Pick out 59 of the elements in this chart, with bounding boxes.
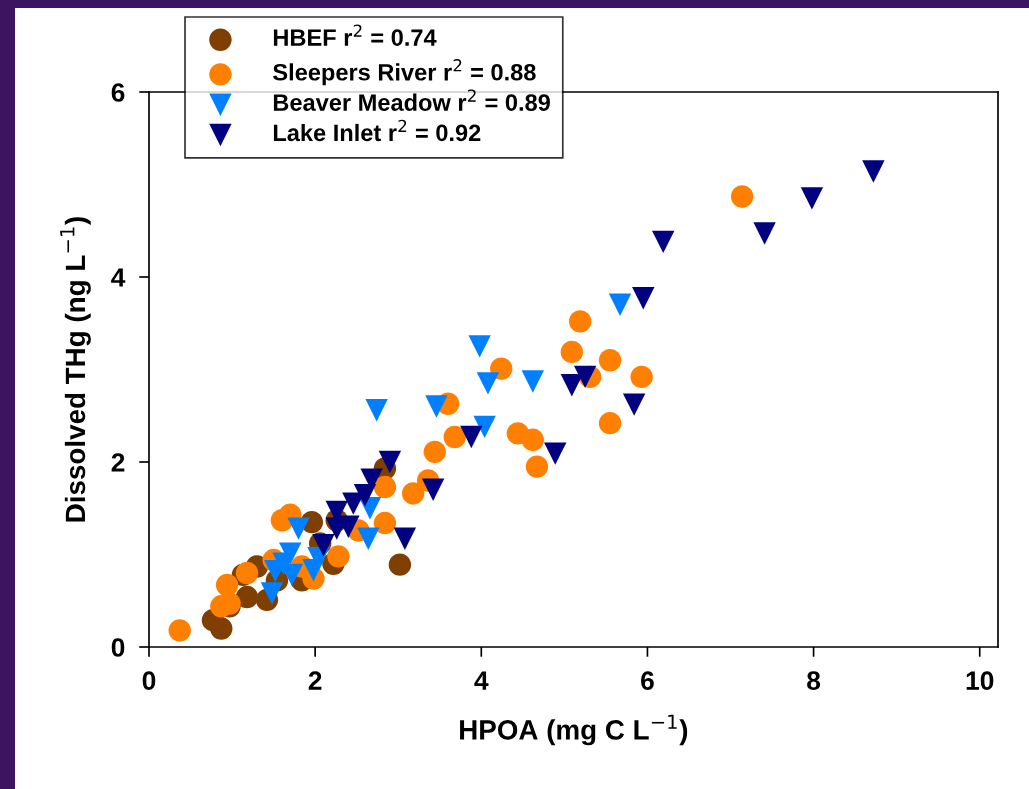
point xyxy=(373,511,397,535)
point xyxy=(337,515,360,538)
legend-label: Beaver Meadow r$^{2}$ = 0.89 xyxy=(273,89,550,111)
point xyxy=(598,349,622,372)
point xyxy=(378,450,402,474)
point xyxy=(730,185,754,208)
y-tick-label: 6 xyxy=(111,83,125,102)
point xyxy=(862,160,885,183)
point xyxy=(460,425,483,449)
point xyxy=(525,455,549,478)
point xyxy=(568,310,592,333)
y-axis-title: Dissolved THg (ng L$^{−1}$) xyxy=(60,217,91,522)
x-tick-label: 2 xyxy=(308,671,322,690)
point xyxy=(608,293,632,316)
point xyxy=(800,187,824,210)
point xyxy=(373,475,397,499)
x-tick-label: 8 xyxy=(807,671,821,690)
point xyxy=(473,415,496,439)
point xyxy=(632,287,655,310)
point xyxy=(521,428,544,451)
point xyxy=(573,365,597,389)
x-tick-label: 4 xyxy=(474,671,489,690)
point xyxy=(260,582,284,605)
y-tick-label: 2 xyxy=(111,453,125,472)
point xyxy=(598,411,622,435)
point xyxy=(365,399,388,422)
point xyxy=(468,335,491,358)
point xyxy=(560,340,584,364)
point xyxy=(753,222,776,245)
point xyxy=(425,395,448,418)
point xyxy=(652,230,675,254)
y-tick-label: 0 xyxy=(111,638,125,657)
legend-label: Lake Inlet r$^{2}$ = 0.92 xyxy=(273,119,481,142)
point xyxy=(544,442,567,465)
point xyxy=(327,545,350,568)
point xyxy=(421,478,445,501)
legend-label: HBEF r$^{2}$ = 0.74 xyxy=(273,24,437,46)
y-tick-label: 4 xyxy=(111,268,126,287)
point xyxy=(401,482,425,505)
point xyxy=(476,372,500,395)
point xyxy=(521,370,544,393)
point xyxy=(353,484,377,507)
point xyxy=(423,440,446,464)
point xyxy=(622,393,646,416)
x-tick-label: 10 xyxy=(966,671,994,690)
point xyxy=(490,357,513,380)
point xyxy=(357,527,380,550)
point xyxy=(443,425,466,449)
point xyxy=(630,365,653,389)
point xyxy=(168,619,191,642)
point xyxy=(287,517,310,540)
x-tick-label: 6 xyxy=(641,671,654,690)
legend-label: Sleepers River r$^{2}$ = 0.88 xyxy=(273,59,536,86)
point xyxy=(393,527,417,550)
point xyxy=(215,573,239,597)
point xyxy=(388,553,412,576)
x-axis-title: HPOA (mg C L$^{−1}$) xyxy=(460,714,688,746)
x-tick-label: 0 xyxy=(142,671,156,690)
point xyxy=(342,492,365,515)
